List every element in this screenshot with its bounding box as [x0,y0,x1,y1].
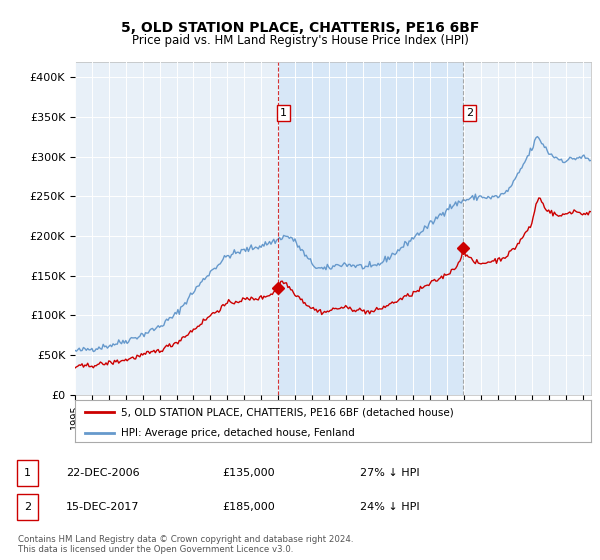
Bar [278,62,463,395]
Text: 2: 2 [24,502,31,512]
Text: 5, OLD STATION PLACE, CHATTERIS, PE16 6BF: 5, OLD STATION PLACE, CHATTERIS, PE16 6B… [121,21,479,35]
Text: 27% ↓ HPI: 27% ↓ HPI [360,468,419,478]
Text: 2: 2 [466,108,473,118]
Text: 5, OLD STATION PLACE, CHATTERIS, PE16 6BF (detached house): 5, OLD STATION PLACE, CHATTERIS, PE16 6B… [121,407,454,417]
Text: 1: 1 [24,468,31,478]
Text: £185,000: £185,000 [222,502,275,512]
Text: 1: 1 [280,108,287,118]
Text: 22-DEC-2006: 22-DEC-2006 [66,468,140,478]
Text: HPI: Average price, detached house, Fenland: HPI: Average price, detached house, Fenl… [121,428,355,438]
Text: Contains HM Land Registry data © Crown copyright and database right 2024.
This d: Contains HM Land Registry data © Crown c… [18,535,353,554]
Text: £135,000: £135,000 [222,468,275,478]
Text: 24% ↓ HPI: 24% ↓ HPI [360,502,419,512]
Text: 15-DEC-2017: 15-DEC-2017 [66,502,139,512]
Text: Price paid vs. HM Land Registry's House Price Index (HPI): Price paid vs. HM Land Registry's House … [131,34,469,46]
